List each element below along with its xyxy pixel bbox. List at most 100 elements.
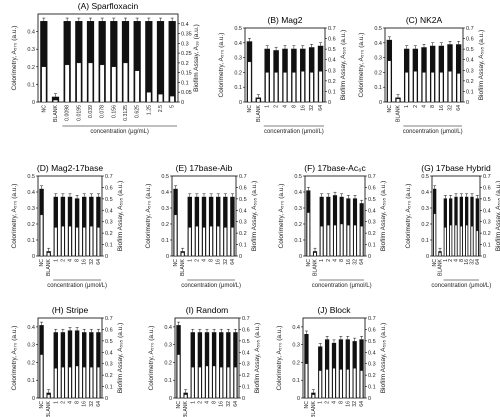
x-category-label: 8	[212, 401, 218, 404]
y2-tick-label: 0.3	[242, 362, 250, 368]
y2-tick-label: 0.5	[368, 339, 376, 345]
panel-j: (J) Block 0 0.1 0.2 0.3 0.4 0 0.1 0.2 0.3 0.4 0.5 0.…	[276, 305, 387, 417]
y2-tick-label: 0.2	[105, 231, 113, 237]
y2-tick-label: 0.7	[466, 26, 474, 32]
y-tick-label: 0.4	[374, 41, 382, 47]
y2-tick-label: 0.3	[368, 362, 376, 368]
bar-biofilm	[68, 226, 72, 257]
y-tick-label: 0.1	[27, 238, 35, 244]
bar-colorimetry	[211, 332, 217, 398]
bar-biofilm	[195, 226, 199, 257]
y2-tick-label: 0.6	[105, 327, 113, 333]
y-tick-label: 0.1	[421, 238, 429, 244]
bar-biofilm	[54, 227, 58, 257]
x-category-label: 1	[318, 401, 324, 404]
bar-colorimetry	[51, 96, 60, 102]
bar-biofilm	[332, 368, 336, 399]
y-tick-label: 0.5	[294, 174, 302, 180]
y-axis-label: Colorimetry, A₅₇₀ (a.u.)	[218, 33, 225, 98]
y-tick-label: 0	[32, 100, 35, 106]
y2-tick-label: 0.4	[328, 58, 336, 64]
y-tick-label: 0.4	[27, 325, 35, 331]
y2-tick-label: 0.2	[466, 79, 474, 85]
bar-colorimetry	[145, 21, 153, 102]
x-category-label: BLANK	[180, 258, 186, 276]
y2-tick-label: 0.2	[239, 231, 247, 237]
y-tick-label: 0.1	[164, 378, 172, 384]
x-category-label: BLANK	[256, 104, 262, 122]
x-category-label: BLANK	[438, 258, 444, 276]
x-category-label: 1	[190, 401, 196, 404]
x-category-label: 16	[216, 259, 222, 265]
x-category-label: BLANK	[311, 400, 317, 417]
x-group-label: concentration (μg/mL)	[90, 129, 148, 135]
y-axis-label: Colorimetry, A₅₇₀ (a.u.)	[11, 184, 18, 249]
x-category-label: 8	[209, 259, 215, 262]
y2-tick-label: 0.4	[483, 208, 491, 214]
x-category-label: 2	[274, 105, 280, 108]
bar-biofilm	[387, 60, 392, 103]
y2-tick-label: 0	[483, 254, 486, 260]
y-tick-label: 0	[299, 254, 302, 260]
y2-tick-label: 0.25	[181, 51, 192, 57]
bar-colorimetry	[63, 21, 71, 102]
x-category-label: 5	[170, 105, 176, 108]
y2-tick-label: 0.5	[242, 339, 250, 345]
y-tick-label: 0	[426, 254, 429, 260]
bar-biofilm	[304, 363, 308, 399]
x-category-label: BLANK	[46, 400, 52, 417]
y-axis-label: Colorimetry, A₅₇₀ (a.u.)	[276, 326, 283, 391]
y2-tick-label: 0.7	[105, 316, 113, 322]
x-category-label: 1	[319, 259, 325, 262]
y-axis-label: Colorimetry, A₅₇₀ (a.u.)	[11, 26, 18, 91]
y2-tick-label: 0.6	[239, 185, 247, 191]
y-axis-label: Colorimetry, A₅₇₀ (a.u.)	[148, 326, 155, 391]
panel-b: (B) Mag2 0 0.1 0.2 0.3 0.4 0.5 0 0.1 0.2 0.3 0.4 0.5…	[218, 15, 347, 135]
bar-colorimetry	[197, 332, 203, 398]
x-group-label: concentration (μmol/L)	[181, 283, 241, 289]
panel-title-e: (E) 17base-Aib	[176, 163, 233, 173]
y2-tick-label: 0.2	[328, 79, 336, 85]
x-category-label: BLANK	[183, 400, 189, 417]
y2-tick-label: 0.3	[328, 68, 336, 74]
panel-c: (C) NK2A 0 0.1 0.2 0.3 0.4 0.5 0 0.1 0.2 0.3 0.4 0.5…	[358, 15, 485, 135]
x-category-label: 16	[82, 259, 88, 265]
bar-colorimetry	[75, 21, 83, 102]
bar-biofilm	[230, 227, 234, 257]
bar-biofilm	[212, 365, 216, 399]
x-category-label: BLANK	[46, 258, 52, 276]
bar-biofilm	[205, 365, 209, 399]
bar-biofilm	[76, 62, 82, 103]
x-category-label: 2	[325, 401, 331, 404]
x-category-label: 4	[333, 259, 339, 262]
x-category-label: 2	[413, 105, 419, 108]
y-tick-label: 0.4	[27, 30, 35, 36]
y-tick-label: 0.2	[234, 70, 242, 76]
bar-colorimetry	[345, 339, 350, 398]
x-category-label: NC	[176, 401, 182, 409]
y-tick-label: 0.1	[27, 82, 35, 88]
y2-tick-label: 0	[328, 100, 331, 106]
x-category-label: 1	[265, 105, 271, 108]
y-tick-label: 0.3	[27, 343, 35, 349]
y2-tick-label: 0	[466, 100, 469, 106]
x-category-label: 32	[89, 259, 95, 265]
bar-biofilm	[283, 72, 287, 103]
y2-tick-label: 0.4	[466, 58, 474, 64]
y2-tick-label: 0	[105, 254, 108, 260]
y2-tick-label: 0.7	[368, 174, 376, 180]
y2-tick-label: 0.1	[483, 243, 491, 249]
bar-colorimetry	[219, 332, 224, 398]
x-group-label: concentration (μmol/L)	[47, 283, 107, 289]
x-group-label: concentration (μmol/L)	[264, 129, 324, 135]
panel-title-d: (D) Mag2-17base	[37, 163, 103, 173]
y-tick-label: 0.3	[374, 56, 382, 62]
y-tick-label: 0.4	[164, 325, 172, 331]
y2-axis-label: Biofilm Assay, A₅₉₅ (a.u.)	[117, 181, 124, 252]
bar-colorimetry	[82, 332, 87, 398]
bar-biofilm	[333, 224, 337, 257]
y2-axis-label: Biofilm Assay, A₅₉₅ (a.u.)	[380, 323, 387, 394]
bar-biofilm	[82, 366, 86, 399]
x-category-label: 64	[96, 401, 102, 407]
bar-colorimetry	[226, 332, 231, 398]
